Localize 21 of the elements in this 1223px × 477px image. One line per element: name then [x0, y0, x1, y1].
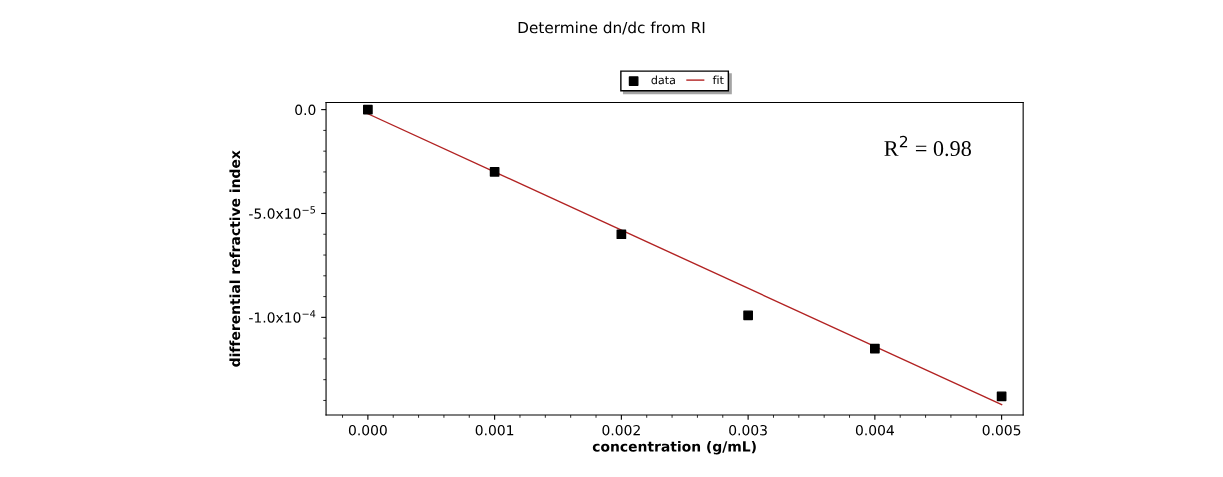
point: [616, 229, 627, 240]
x-tick-label: 0.005: [982, 424, 1021, 436]
chart-title: Determine dn/dc from RI: [518, 21, 705, 35]
x-tick-label: 0.002: [602, 424, 640, 436]
point: [489, 167, 500, 177]
y-tick-label: -1.0x10$^{−4}$: [249, 310, 316, 323]
point: [870, 343, 880, 354]
annotation: R$^{2}$ = 0.98: [884, 135, 971, 157]
y-tick-label: -5.0x10$^{−5}$: [249, 206, 316, 219]
point: [996, 391, 1007, 402]
y-tick-label: 0.0: [295, 104, 316, 116]
y-axis-title: differential refractive index: [229, 150, 241, 367]
x-tick-label: 0.000: [348, 424, 387, 436]
x-tick-label: 0.001: [475, 424, 514, 436]
legend-label: data: [651, 75, 675, 85]
x-tick-label: 0.004: [855, 424, 894, 436]
point: [743, 310, 753, 321]
legend-label: fit: [712, 75, 724, 84]
point: [363, 104, 373, 115]
x-axis-title: concentration (g/mL): [592, 440, 756, 455]
x-tick-label: 0.003: [729, 424, 767, 436]
